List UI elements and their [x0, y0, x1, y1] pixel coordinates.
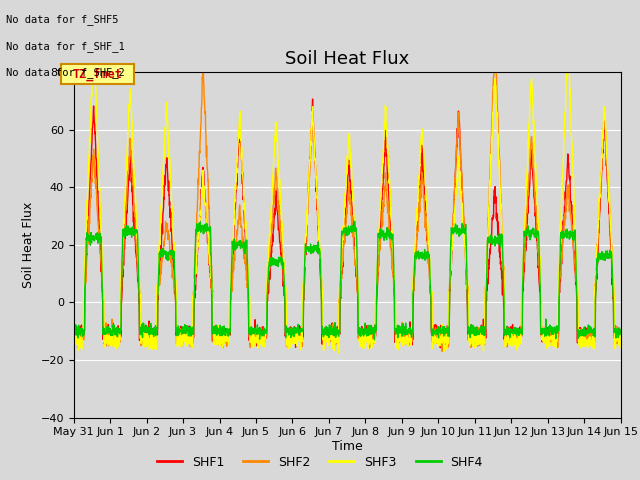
SHF4: [507, 327, 515, 333]
Title: Soil Heat Flux: Soil Heat Flux: [285, 49, 410, 68]
SHF1: [222, 328, 230, 334]
SHF1: [436, 345, 444, 350]
SHF1: [375, 248, 383, 254]
SHF3: [70, 339, 77, 345]
SHF4: [351, 218, 358, 224]
Text: No data for f_SHF5: No data for f_SHF5: [6, 14, 119, 25]
SHF4: [584, 329, 592, 335]
SHF4: [364, 326, 371, 332]
SHF2: [584, 330, 592, 336]
SHF1: [507, 330, 515, 336]
SHF4: [222, 329, 230, 335]
SHF3: [335, 350, 342, 356]
X-axis label: Time: Time: [332, 440, 363, 453]
SHF1: [569, 237, 577, 242]
SHF4: [371, 337, 378, 343]
SHF1: [364, 334, 371, 340]
SHF2: [70, 334, 77, 340]
SHF2: [438, 348, 446, 354]
Line: SHF3: SHF3: [74, 72, 621, 353]
SHF2: [364, 328, 371, 334]
SHF2: [375, 257, 383, 263]
SHF1: [308, 96, 316, 102]
SHF2: [617, 338, 625, 344]
SHF1: [617, 328, 625, 334]
Y-axis label: Soil Heat Flux: Soil Heat Flux: [22, 202, 35, 288]
Line: SHF2: SHF2: [74, 72, 621, 351]
SHF1: [584, 331, 592, 337]
SHF3: [584, 340, 592, 346]
SHF2: [223, 335, 230, 341]
SHF1: [70, 332, 77, 338]
SHF4: [569, 237, 577, 242]
SHF4: [70, 330, 77, 336]
SHF4: [617, 329, 625, 335]
Line: SHF4: SHF4: [74, 221, 621, 340]
Legend: SHF1, SHF2, SHF3, SHF4: SHF1, SHF2, SHF3, SHF4: [152, 451, 488, 474]
Line: SHF1: SHF1: [74, 99, 621, 348]
Text: No data for f_SHF_1: No data for f_SHF_1: [6, 41, 125, 52]
SHF3: [569, 162, 577, 168]
SHF3: [507, 335, 515, 341]
Text: TZ_fmet: TZ_fmet: [73, 67, 122, 81]
SHF2: [569, 241, 577, 247]
SHF3: [617, 336, 625, 341]
SHF2: [199, 69, 207, 75]
SHF4: [376, 231, 383, 237]
Text: No data for f_SHF_2: No data for f_SHF_2: [6, 67, 125, 78]
SHF3: [89, 69, 97, 75]
SHF2: [507, 328, 515, 334]
SHF3: [364, 331, 371, 336]
SHF3: [223, 330, 230, 336]
SHF3: [376, 225, 383, 231]
